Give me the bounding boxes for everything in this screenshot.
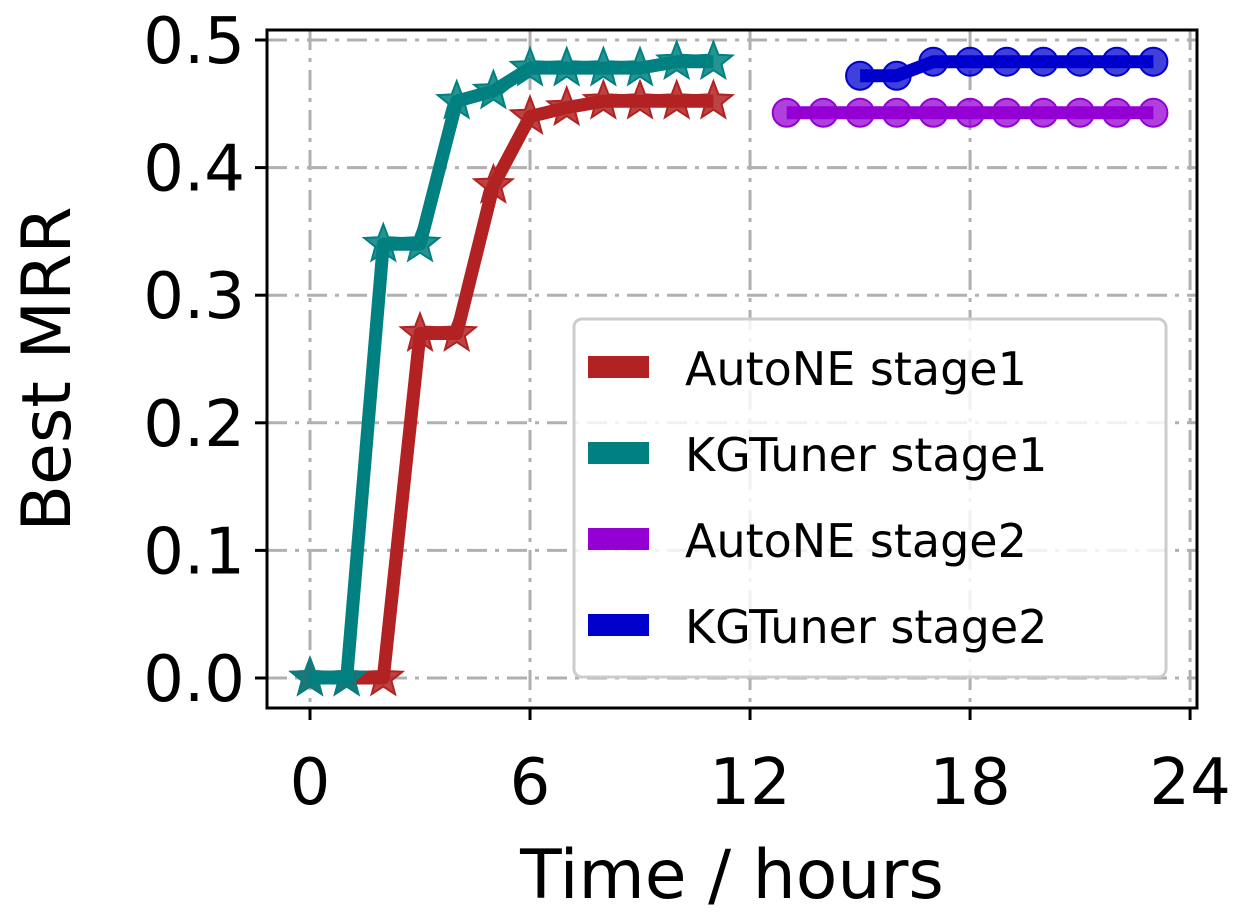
data-point-star <box>691 78 736 120</box>
x-tick-label: 6 <box>510 746 551 820</box>
data-point-star <box>545 45 589 87</box>
legend: AutoNE stage1 KGTuner stage1 AutoNE stag… <box>572 317 1168 679</box>
x-tick-label: 24 <box>1149 746 1230 820</box>
data-point-star <box>655 78 699 120</box>
series-kgtuner-stage1 <box>288 38 736 697</box>
data-point-circle <box>1101 97 1132 128</box>
data-point-star <box>435 310 479 352</box>
y-axis-title: Best MRR <box>8 206 87 531</box>
y-tick-label: 0.0 <box>143 643 245 717</box>
y-tick-label: 0.4 <box>143 133 245 207</box>
legend-item-autone-stage2: AutoNE stage2 <box>588 514 1027 568</box>
data-point-star <box>361 655 406 697</box>
data-point-star <box>508 93 552 135</box>
data-point-star <box>398 221 442 263</box>
data-point-circle <box>991 46 1022 77</box>
y-tick-label: 0.3 <box>143 260 245 334</box>
data-point-star <box>655 38 699 81</box>
data-point-circle <box>1028 46 1059 77</box>
x-tick-label: 18 <box>929 746 1010 820</box>
data-point-circle <box>881 60 912 91</box>
data-point-star <box>581 78 626 120</box>
data-point-circle <box>991 97 1022 128</box>
data-point-circle <box>1138 97 1169 128</box>
y-tick-label: 0.5 <box>143 5 245 79</box>
x-axis-title: Time / hours <box>519 836 944 915</box>
data-point-star <box>435 78 479 120</box>
data-point-circle <box>845 60 876 91</box>
data-point-circle <box>918 46 949 77</box>
data-point-circle <box>955 46 986 77</box>
legend-item-kgtuner-stage1: KGTuner stage1 <box>588 428 1047 482</box>
legend-swatch <box>588 528 649 550</box>
data-point-star <box>618 45 662 87</box>
y-axis: 0.0 0.1 0.2 0.3 0.4 0.5 <box>143 5 267 717</box>
series-autone-stage2 <box>771 97 1169 128</box>
legend-box <box>572 317 1168 679</box>
data-point-circle <box>1065 97 1096 128</box>
data-point-circle <box>1101 46 1132 77</box>
data-point-circle <box>1065 46 1096 77</box>
legend-swatch <box>588 356 649 378</box>
series-kgtuner-stage2 <box>845 46 1169 91</box>
data-point-star <box>398 310 442 352</box>
x-axis: 0 6 12 18 24 <box>290 708 1231 820</box>
legend-label: KGTuner stage2 <box>685 600 1047 654</box>
legend-item-kgtuner-stage2: KGTuner stage2 <box>588 600 1047 654</box>
plot-frame <box>265 28 1199 710</box>
data-point-star <box>545 84 589 127</box>
x-tick-label: 0 <box>290 746 331 820</box>
data-point-star <box>581 45 626 87</box>
legend-label: AutoNE stage1 <box>685 342 1027 396</box>
data-point-star <box>288 655 332 697</box>
legend-swatch <box>588 442 649 464</box>
y-tick-label: 0.1 <box>143 515 245 589</box>
data-point-star <box>471 162 516 204</box>
series-autone-stage1 <box>288 78 736 697</box>
x-tick-label: 12 <box>709 746 790 820</box>
y-tick-label: 0.2 <box>143 388 245 462</box>
data-point-circle <box>918 97 949 128</box>
legend-label: AutoNE stage2 <box>685 514 1027 568</box>
data-point-star <box>361 221 406 263</box>
data-point-star <box>324 655 369 697</box>
data-point-star <box>471 68 516 110</box>
data-point-star <box>618 78 662 120</box>
data-point-circle <box>1028 97 1059 128</box>
data-point-circle <box>1138 46 1169 77</box>
data-point-star <box>508 45 552 87</box>
legend-swatch <box>588 614 649 636</box>
data-point-circle <box>955 97 986 128</box>
series-layer <box>288 38 1169 697</box>
data-point-circle <box>808 97 839 128</box>
data-point-circle <box>771 97 802 128</box>
legend-label: KGTuner stage1 <box>685 428 1047 482</box>
data-point-circle <box>881 97 912 128</box>
data-point-star <box>691 38 736 81</box>
legend-item-autone-stage1: AutoNE stage1 <box>588 342 1027 396</box>
data-point-circle <box>845 97 876 128</box>
